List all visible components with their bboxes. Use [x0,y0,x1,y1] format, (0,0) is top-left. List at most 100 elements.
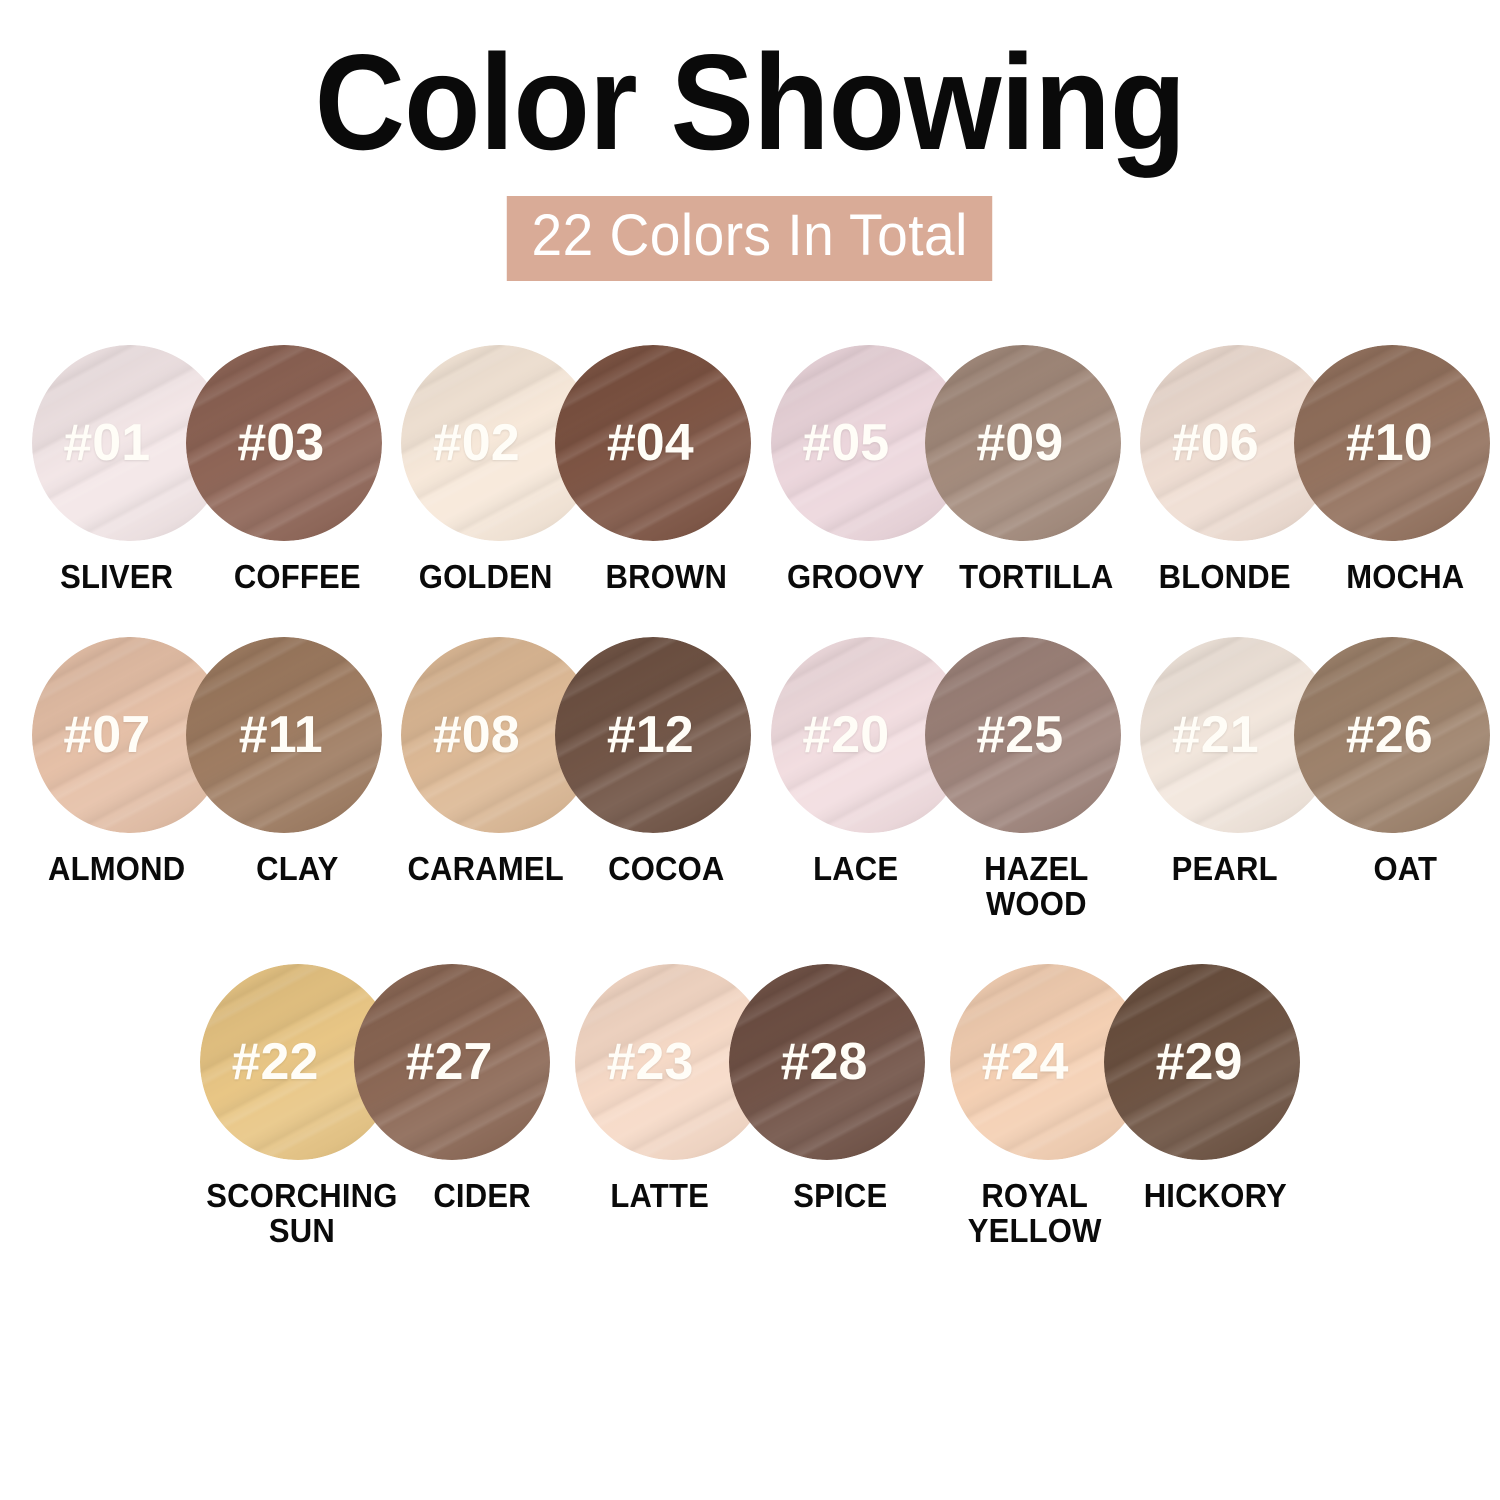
swatch-code-label: #29 [1155,1032,1243,1091]
swatch-circles: #06 #10 [1140,344,1491,545]
swatch-code-label: #07 [63,705,151,764]
swatch-texture [185,344,382,541]
swatch-sheen [1104,963,1300,1160]
color-swatch-28[interactable]: #28 [729,963,925,1160]
color-swatch-09[interactable]: #09 [924,344,1121,541]
swatch-circles: #02 #04 [401,344,752,545]
swatch-fill [555,636,752,833]
swatch-name-row: SCORCHING SUN CIDER [200,1176,550,1250]
swatch-sheen [354,963,550,1160]
swatch-name-row: CARAMEL COCOA [401,849,751,887]
swatch-code-label: #26 [1345,705,1433,764]
swatch-name-row: SLIVER COFFEE [32,559,382,595]
swatch-circles: #08 #12 [401,636,752,837]
swatch-code-label: #12 [606,705,694,764]
swatch-name-09: TORTILLA [958,557,1114,595]
swatch-code-label: #01 [63,413,151,472]
swatch-name-08: CARAMEL [407,849,565,887]
color-swatch-12[interactable]: #12 [555,636,752,833]
swatch-name-row: LATTE SPICE [575,1178,925,1214]
swatch-fill [1104,963,1300,1160]
swatch-circles: #23 #28 [575,963,925,1164]
swatch-code-label: #27 [405,1032,493,1091]
page-title: Color Showing [314,26,1187,178]
swatch-code-label: #20 [802,705,890,764]
swatch-code-label: #09 [976,413,1064,472]
swatch-code-label: #24 [981,1032,1069,1091]
swatch-texture [924,636,1121,833]
swatch-circles: #20 #25 [770,636,1121,837]
swatch-name-06: BLONDE [1158,557,1291,595]
swatch-name-27: CIDER [433,1176,532,1214]
swatch-name-07: ALMOND [47,849,186,887]
swatch-name-23: LATTE [610,1176,709,1214]
swatch-sheen [729,963,925,1160]
swatch-texture [555,636,752,833]
swatch-sheen [185,636,382,833]
swatch-pair: #02 #04 GOLDEN BROWN [392,344,762,595]
swatch-code-label: #22 [231,1032,319,1091]
swatch-pair: #08 #12 CARAMEL COCOA [392,636,762,887]
swatch-fill [185,636,382,833]
swatch-circles: #22 #27 [200,963,550,1164]
swatch-grid: #01 #03 SLIVER COFFEE #02 #04 GOLDEN BROWN #05 #0… [0,344,1500,1250]
swatch-code-label: #23 [606,1032,694,1091]
swatch-texture [924,344,1121,541]
swatch-name-28: SPICE [793,1176,888,1214]
color-swatch-07[interactable]: #07 [31,636,228,833]
swatch-name-03: COFFEE [233,557,361,595]
color-swatch-26[interactable]: #26 [1294,636,1491,833]
swatch-name-25: HAZEL WOOD [983,849,1089,923]
swatch-code-label: #08 [432,705,520,764]
swatch-fill [354,963,550,1160]
swatch-fill [555,344,752,541]
swatch-pair: #01 #03 SLIVER COFFEE [22,344,392,595]
swatch-sheen [1294,344,1491,541]
swatch-name-01: SLIVER [59,557,174,595]
color-swatch-25[interactable]: #25 [924,636,1121,833]
swatch-name-row: ALMOND CLAY [32,849,382,887]
swatch-pair: #23 #28 LATTE SPICE [563,963,938,1214]
swatch-code-label: #21 [1171,705,1259,764]
swatch-name-02: GOLDEN [419,557,553,595]
swatch-fill [185,344,382,541]
swatch-name-row: GROOVY TORTILLA [771,559,1121,595]
swatch-name-05: GROOVY [786,557,925,595]
swatch-code-label: #28 [780,1032,868,1091]
swatch-fill [1294,344,1491,541]
swatch-name-29: HICKORY [1143,1176,1287,1214]
swatch-name-22: SCORCHING SUN [206,1176,398,1250]
swatch-texture [555,344,752,541]
swatch-code-label: #11 [238,705,323,764]
swatch-circles: #05 #09 [770,344,1121,545]
page-header: Color Showing 22 Colors In Total [0,0,1500,281]
swatch-sheen [924,636,1121,833]
swatch-sheen [185,344,382,541]
swatch-code-label: #25 [976,705,1064,764]
swatch-circles: #24 #29 [950,963,1300,1164]
swatch-code-label: #06 [1171,413,1259,472]
color-swatch-29[interactable]: #29 [1104,963,1300,1160]
color-swatch-11[interactable]: #11 [185,636,382,833]
swatch-texture [1294,344,1491,541]
color-swatch-03[interactable]: #03 [185,344,382,541]
swatch-texture [354,963,550,1160]
swatch-circles: #07 #11 [31,636,382,837]
color-swatch-27[interactable]: #27 [354,963,550,1160]
swatch-pair: #07 #11 ALMOND CLAY [22,636,392,887]
color-swatch-04[interactable]: #04 [555,344,752,541]
swatch-name-row: GOLDEN BROWN [401,559,751,595]
swatch-fill [1294,636,1491,833]
swatch-name-11: CLAY [255,849,339,887]
swatch-name-24: ROYAL YELLOW [967,1176,1102,1250]
color-swatch-22[interactable]: #22 [200,963,396,1160]
swatch-code-label: #10 [1345,413,1433,472]
swatch-sheen [555,636,752,833]
swatch-fill [924,636,1121,833]
swatch-name-04: BROWN [605,557,728,595]
swatch-texture [729,963,925,1160]
swatch-name-row: ROYAL YELLOW HICKORY [950,1176,1300,1250]
swatch-name-21: PEARL [1171,849,1278,887]
color-swatch-10[interactable]: #10 [1294,344,1491,541]
swatch-name-20: LACE [812,849,899,887]
